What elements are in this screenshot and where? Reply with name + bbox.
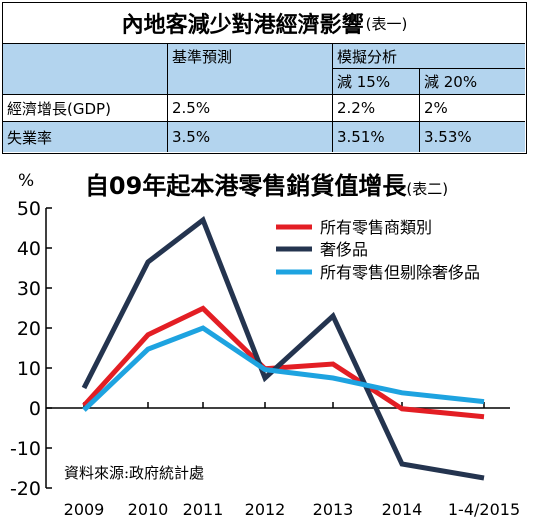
cell-gdp-20: 2% xyxy=(420,95,525,122)
series-line-2 xyxy=(81,216,485,481)
x-tick-label: 2009 xyxy=(64,500,105,519)
x-tick-label: 2012 xyxy=(245,500,286,519)
cell-unemp-15: 3.51% xyxy=(333,122,420,152)
legend-label-2: 奢侈品 xyxy=(320,240,368,259)
x-tick-label: 1-4/2015 xyxy=(448,500,520,519)
y-tick-label: -20 xyxy=(10,478,41,500)
y-tick-label: -10 xyxy=(10,438,41,460)
x-tick-label: 2011 xyxy=(183,500,224,519)
y-tick-label: 40 xyxy=(17,238,41,260)
header-empty-cell xyxy=(3,43,168,95)
y-tick-label: 0 xyxy=(29,398,41,420)
header-sub-20: 減 20% xyxy=(420,69,525,95)
table-title: 內地客減少對港經濟影響 (表一) xyxy=(121,13,408,38)
chart-title: 自09年起本港零售銷貨值增長(表二) xyxy=(84,172,449,200)
row-label-unemployment: 失業率 xyxy=(3,122,168,152)
y-tick-label: 10 xyxy=(17,358,41,380)
source-note: 資料來源:政府統計處 xyxy=(64,464,204,482)
y-tick-label: 50 xyxy=(17,198,41,220)
header-baseline: 基準預測 xyxy=(168,43,333,95)
y-axis-label: % xyxy=(18,171,34,191)
cell-unemp-20: 3.53% xyxy=(420,122,525,152)
cell-gdp-baseline: 2.5% xyxy=(168,95,333,122)
cell-unemp-baseline: 3.5% xyxy=(168,122,333,152)
x-tick-label: 2014 xyxy=(382,500,423,519)
cell-gdp-15: 2.2% xyxy=(333,95,420,122)
series-line-3 xyxy=(82,325,485,412)
legend-label-3: 所有零售但剔除奢侈品 xyxy=(320,263,480,282)
legend-label-1: 所有零售商類別 xyxy=(320,218,432,237)
y-tick-label: 30 xyxy=(17,278,41,300)
header-simulation: 模擬分析 xyxy=(333,43,525,69)
x-tick-label: 2013 xyxy=(313,500,354,519)
y-tick-label: 20 xyxy=(17,318,41,340)
header-sub-15: 減 15% xyxy=(333,69,420,95)
x-tick-label: 2010 xyxy=(128,500,169,519)
impact-table: 內地客減少對港經濟影響 (表一) 基準預測 模擬分析 減 15% 減 20% 經濟… xyxy=(2,2,527,154)
row-label-gdp: 經濟增長(GDP) xyxy=(3,95,168,122)
